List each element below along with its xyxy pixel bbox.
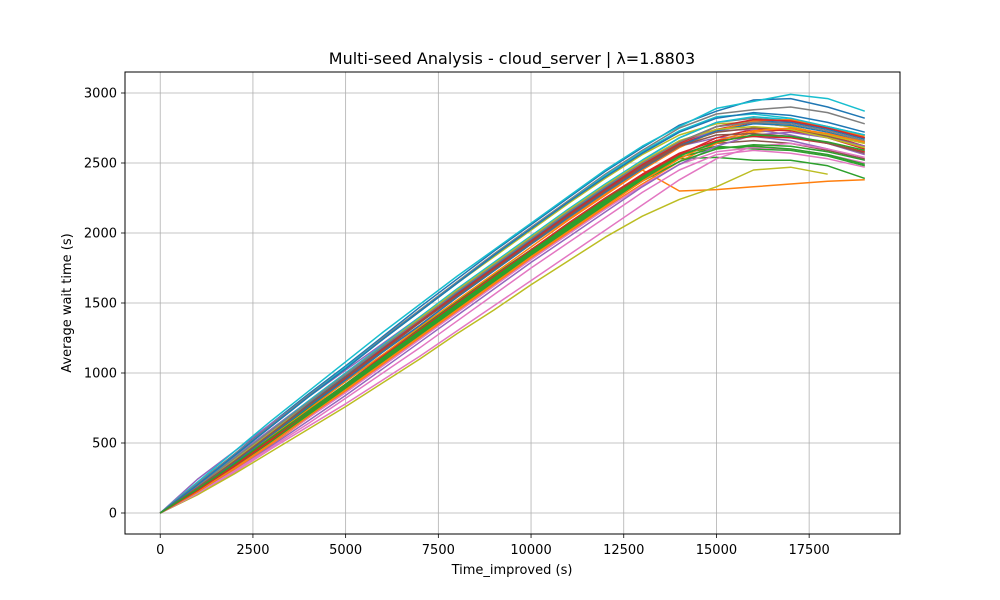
x-tick-label: 15000	[696, 543, 737, 558]
series-line-34	[159, 132, 865, 514]
x-tick-label: 2500	[236, 543, 269, 558]
series-line-30	[159, 121, 865, 514]
series-line-20	[159, 106, 865, 514]
y-tick-label: 2500	[84, 157, 117, 172]
y-tick-label: 0	[109, 507, 117, 522]
series-line-31	[159, 111, 865, 514]
series-line-26	[159, 149, 865, 514]
series-line-32	[159, 127, 865, 514]
x-axis-ticks: 0 2500 5000 7500 10000 12500 15000 17500	[156, 534, 830, 558]
y-tick-label: 500	[92, 437, 117, 452]
y-tick-label: 3000	[84, 87, 117, 102]
y-tick-label: 1000	[84, 367, 117, 382]
x-axis-label: Time_improved (s)	[451, 563, 573, 578]
series-line-35	[159, 134, 865, 514]
x-tick-label: 17500	[788, 543, 829, 558]
series-line-10	[159, 93, 866, 514]
y-tick-label: 1500	[84, 297, 117, 312]
x-tick-label: 10000	[510, 543, 551, 558]
series-line-9	[159, 166, 828, 514]
y-tick-label: 2000	[84, 227, 117, 242]
chart-title: Multi-seed Analysis - cloud_server | λ=1…	[329, 49, 695, 69]
y-axis-label: Average wait time (s)	[60, 233, 75, 372]
x-tick-label: 7500	[422, 543, 455, 558]
x-tick-label: 5000	[329, 543, 362, 558]
series-line-23	[159, 123, 865, 514]
series-line-27	[159, 125, 865, 514]
series-line-33	[159, 135, 865, 514]
grid-lines	[125, 72, 900, 534]
y-axis-ticks: 0 500 1000 1500 2000 2500 3000	[84, 87, 125, 522]
x-tick-label: 0	[156, 543, 164, 558]
x-tick-label: 12500	[603, 543, 644, 558]
series-lines	[159, 93, 866, 514]
series-line-29	[159, 144, 865, 514]
